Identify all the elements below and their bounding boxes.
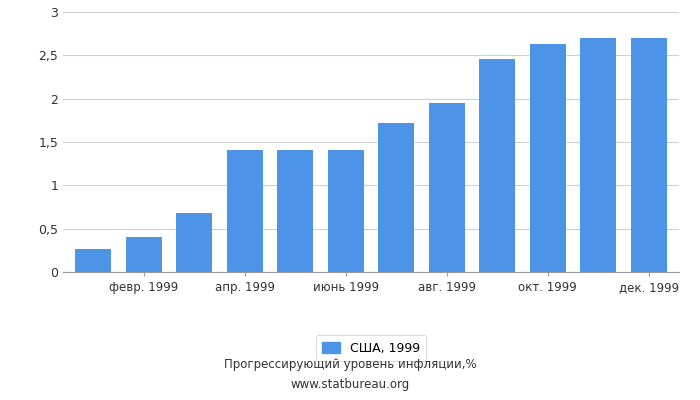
Text: www.statbureau.org: www.statbureau.org bbox=[290, 378, 410, 391]
Bar bbox=[227, 150, 263, 272]
Bar bbox=[631, 38, 667, 272]
Bar bbox=[176, 213, 213, 272]
Bar bbox=[529, 44, 566, 272]
Bar bbox=[580, 38, 617, 272]
Bar bbox=[277, 150, 314, 272]
Bar bbox=[479, 59, 515, 272]
Bar bbox=[75, 248, 111, 272]
Bar bbox=[328, 150, 364, 272]
Legend: США, 1999: США, 1999 bbox=[316, 336, 426, 361]
Bar bbox=[428, 103, 465, 272]
Bar bbox=[378, 123, 414, 272]
Bar bbox=[125, 237, 162, 272]
Text: Прогрессирующий уровень инфляции,%: Прогрессирующий уровень инфляции,% bbox=[224, 358, 476, 371]
